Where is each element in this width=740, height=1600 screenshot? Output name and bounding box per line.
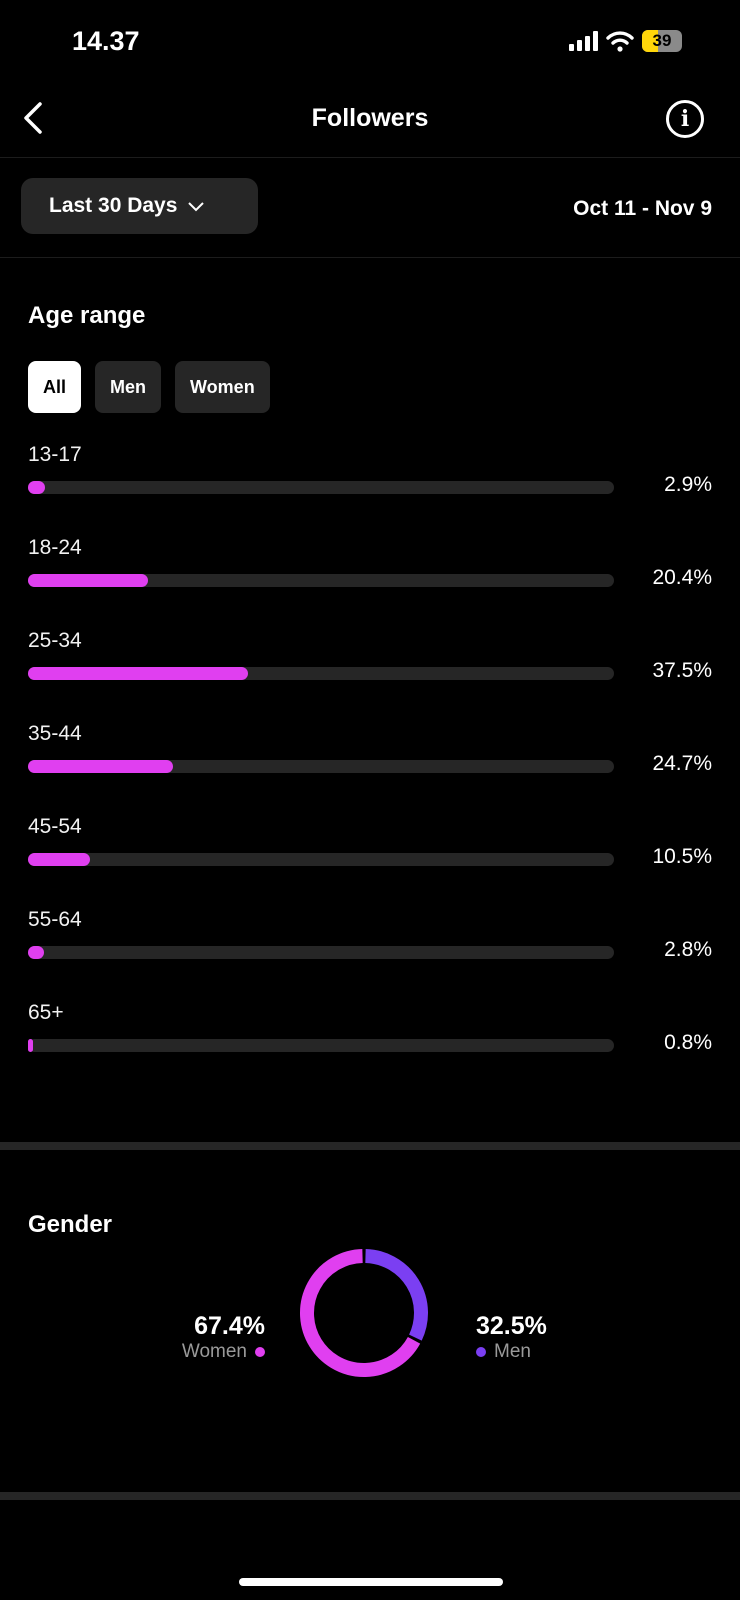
age-bar [28, 667, 248, 680]
age-percent: 2.8% [664, 938, 712, 961]
age-percent: 20.4% [652, 566, 712, 589]
donut-slice-men [365, 1249, 428, 1341]
age-bar [28, 853, 90, 866]
date-range-dropdown[interactable]: Last 30 Days [21, 178, 258, 234]
age-row: 65+ 0.8% [28, 1001, 712, 1081]
age-percent: 2.9% [664, 473, 712, 496]
women-stat: 67.4% Women [182, 1312, 265, 1363]
age-row: 13-17 2.9% [28, 443, 712, 523]
signal-icon [569, 31, 598, 51]
age-label: 13-17 [28, 443, 82, 466]
age-row: 55-64 2.8% [28, 908, 712, 988]
info-icon[interactable]: i [666, 100, 704, 138]
age-label: 55-64 [28, 908, 82, 931]
gender-filter-tabs: All Men Women [28, 361, 270, 413]
men-stat: 32.5% Men [476, 1312, 547, 1363]
women-label: Women [181, 1341, 247, 1362]
date-range-text: Oct 11 - Nov 9 [573, 197, 712, 220]
age-bar-track [28, 481, 614, 494]
age-row: 25-34 37.5% [28, 629, 712, 709]
status-icons: 39 [569, 30, 682, 52]
tab-all[interactable]: All [28, 361, 82, 413]
age-bar-track [28, 667, 614, 680]
age-row: 45-54 10.5% [28, 815, 712, 895]
age-bar-track [28, 946, 614, 959]
women-percent: 67.4% [194, 1312, 265, 1340]
gender-donut-chart [300, 1249, 428, 1377]
tab-women[interactable]: Women [175, 361, 270, 413]
age-percent: 10.5% [652, 845, 712, 868]
age-bar [28, 574, 148, 587]
men-label: Men [494, 1341, 531, 1362]
age-range-title: Age range [28, 302, 146, 329]
age-bar-track [28, 574, 614, 587]
age-bar-track [28, 760, 614, 773]
battery-icon: 39 [642, 30, 682, 52]
age-percent: 24.7% [652, 752, 712, 775]
tab-men[interactable]: Men [95, 361, 162, 413]
women-legend-dot [255, 1347, 265, 1357]
battery-level: 39 [652, 31, 672, 50]
age-label: 65+ [28, 1001, 64, 1024]
divider [0, 257, 740, 258]
age-bar-track [28, 1039, 614, 1052]
section-divider [0, 1492, 740, 1500]
age-percent: 37.5% [652, 659, 712, 682]
back-icon[interactable] [20, 100, 50, 136]
age-percent: 0.8% [664, 1031, 712, 1054]
gender-title: Gender [28, 1211, 113, 1238]
age-label: 45-54 [28, 815, 82, 838]
age-bar [28, 760, 173, 773]
divider [0, 157, 740, 158]
age-bar [28, 481, 45, 494]
age-bar [28, 946, 45, 959]
section-divider [0, 1142, 740, 1150]
page-title: Followers [311, 104, 429, 132]
age-bar-track [28, 853, 614, 866]
men-legend-dot [476, 1347, 486, 1357]
date-range-label: Last 30 Days [49, 194, 178, 217]
men-percent: 32.5% [476, 1312, 547, 1340]
age-label: 35-44 [28, 722, 82, 745]
age-row: 18-24 20.4% [28, 536, 712, 616]
age-row: 35-44 24.7% [28, 722, 712, 802]
status-time: 14.37 [72, 26, 140, 56]
age-bar [28, 1039, 33, 1052]
chevron-down-icon [188, 202, 205, 212]
wifi-icon [606, 31, 634, 52]
donut-slice-women [300, 1249, 421, 1377]
age-label: 18-24 [28, 536, 82, 559]
home-indicator[interactable] [239, 1578, 503, 1586]
age-label: 25-34 [28, 629, 82, 652]
